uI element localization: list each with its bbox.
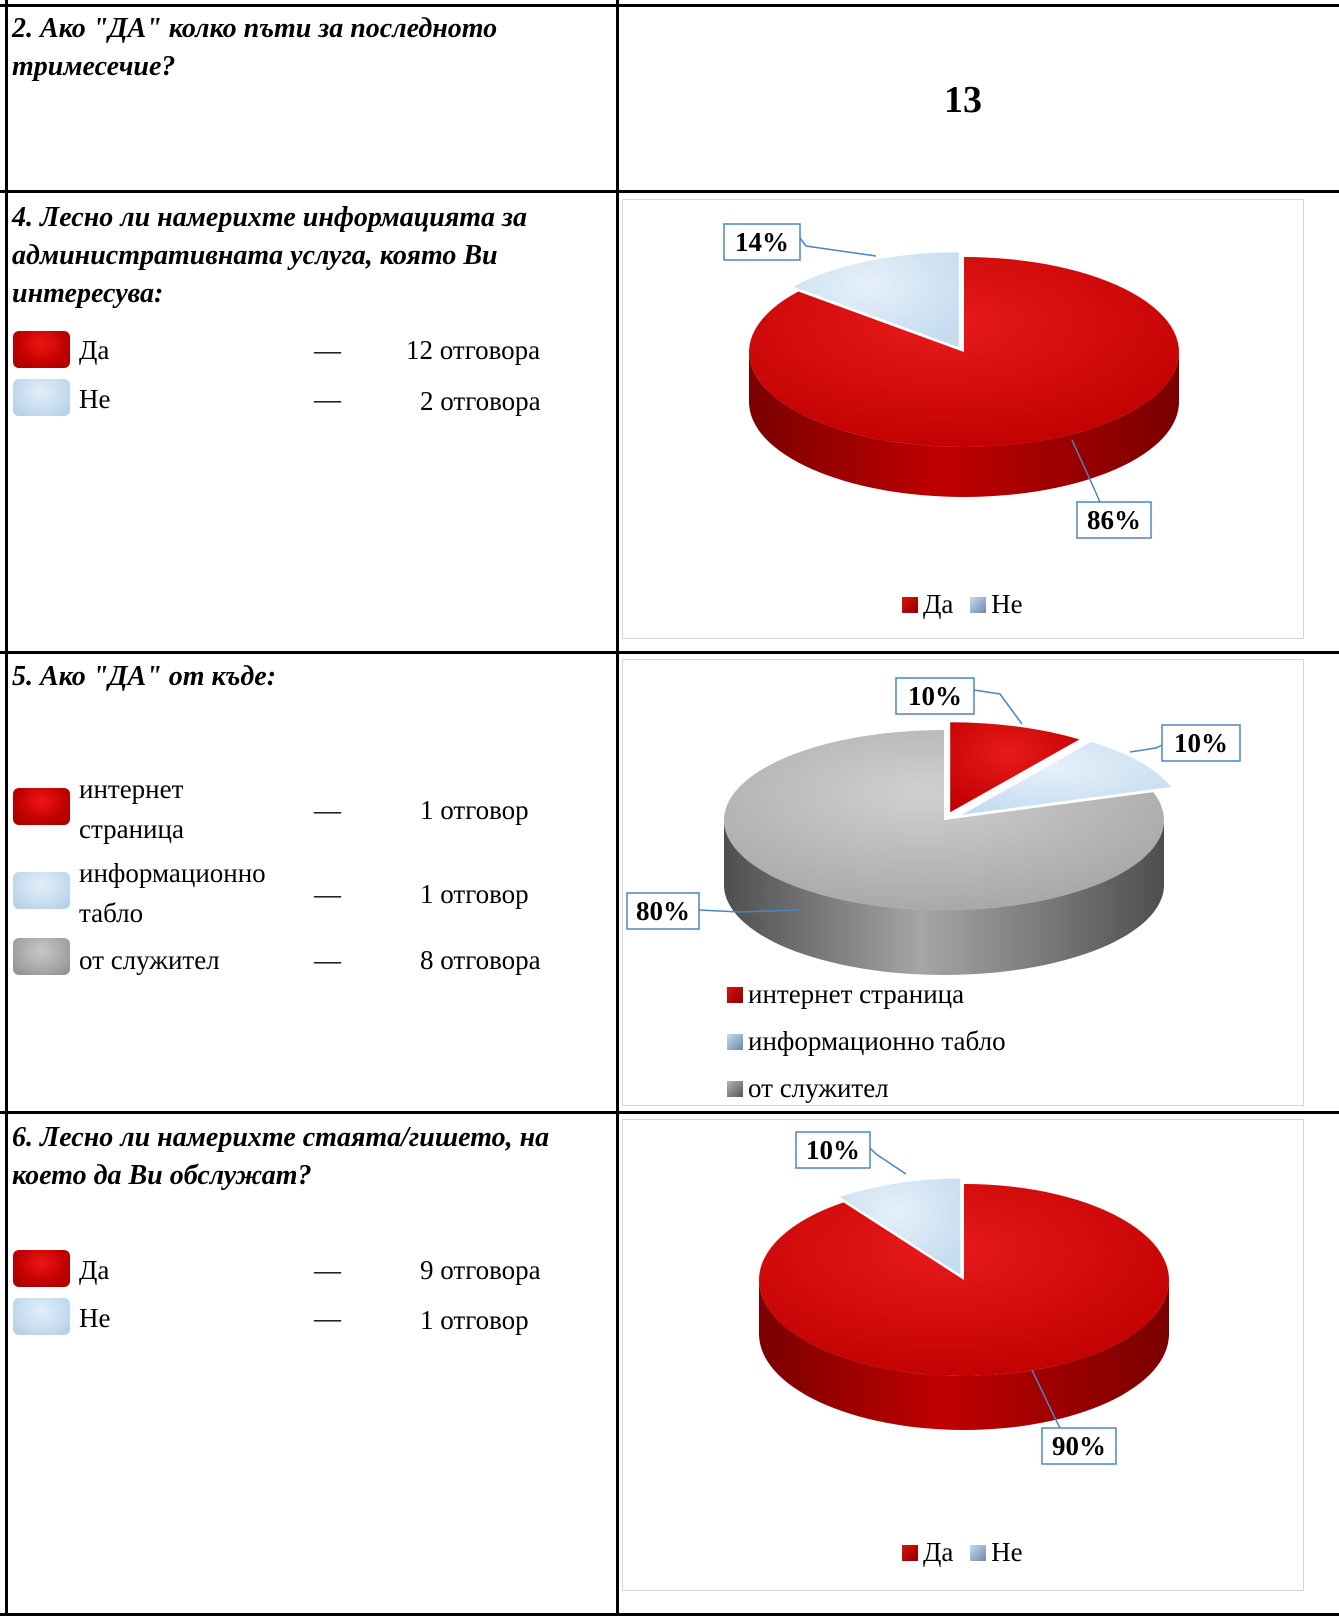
legend-marker-ne [970,596,987,613]
pie-slice-side [759,1280,1169,1430]
answer-dash: — [314,795,341,825]
answer-label-line2: табло [79,898,144,928]
legend-entry: информационно табло [748,1026,1006,1056]
chart-legend-q6: Да Не [902,1534,1023,1570]
data-label-leader [973,689,1023,725]
legend-entry: от служител [748,1073,889,1103]
table-border-top [0,4,1339,7]
pie-slice [793,252,959,348]
data-label: 10% [908,681,962,711]
legend-swatch-internet [13,788,70,825]
data-label-leader [1031,1369,1061,1429]
data-label: 10% [1174,728,1228,758]
legend-marker-sluzhitel [727,1080,743,1097]
answer-dash: — [314,945,341,975]
pie-slice [839,1178,961,1275]
legend-marker-tablo [727,1033,743,1050]
pie-slice [950,722,1080,813]
answer-label-line1: информационно [79,858,266,888]
data-label-box [1041,1427,1117,1465]
data-label: 80% [636,896,690,926]
data-label-leader [1129,744,1163,753]
chart-legend-q4: Да Не [902,586,1023,622]
legend-marker-da [902,596,918,613]
legend-swatch-tablo [13,872,70,909]
data-label-box [1161,724,1241,762]
answer-label: Не [79,1303,111,1333]
legend-swatch-da [13,331,70,368]
legend-entry: интернет страница [748,979,965,1009]
data-label: 14% [735,227,789,257]
answer-count: 1 отговор [420,879,529,909]
answer-label: Не [79,384,111,414]
pie-slice [758,1184,1169,1376]
legend-entry: Не [991,589,1023,619]
answer-dash: — [314,1255,341,1285]
question-5: 5. Ако "ДА" от къде: [12,661,277,692]
data-label-leader [869,1147,907,1175]
data-label-leader [1071,439,1101,503]
table-border-left [5,0,8,1616]
data-label-box [795,1131,871,1169]
question-6: 6. Лесно ли намерихте стаята/гишето, на … [12,1122,550,1191]
pie-slice [724,730,1164,910]
answer-label: Да [79,1255,110,1285]
answer-dash: — [314,335,341,365]
answer-dash: — [314,879,341,909]
data-label-box [626,892,700,930]
chart-legend-q5: интернет страница информационно табло от… [727,976,1006,1106]
answer-count: 8 отговора [420,945,541,975]
answer-count: 2 отговора [420,386,541,416]
answer-dash: — [314,384,341,414]
answer-label-line1: интернет [79,774,184,804]
data-label: 10% [806,1135,860,1165]
pie-slice-side [724,820,1164,975]
legend-entry: Да [923,589,954,619]
table-column-divider [616,0,619,1616]
answer-dash: — [314,1303,341,1333]
data-label-box [723,223,801,261]
answer-count: 12 отговора [406,335,541,365]
legend-marker-internet [727,986,743,1003]
data-label-box [1076,501,1152,539]
pie-slice-side [749,352,1179,497]
data-label: 86% [1087,505,1141,535]
table-row-divider [0,1111,1339,1114]
answer-value: 13 [944,79,982,121]
data-label: 90% [1052,1431,1106,1461]
pie-chart-1: 10% 10% 80% [626,677,1241,975]
question-4: 4. Лесно ли намерихте информацията за ад… [12,202,527,309]
legend-swatch-sluzhitel [13,938,70,975]
data-label-leader [799,237,877,257]
answer-count: 1 отговор [420,795,529,825]
table-row-divider [0,651,1339,654]
answer-label: Да [79,335,110,365]
pie-slice [748,257,1180,447]
legend-swatch-ne [13,379,70,416]
answer-count: 1 отговор [420,1305,529,1335]
answer-count: 9 отговора [420,1255,541,1285]
table-border-bottom [0,1613,1339,1616]
data-label-box [895,677,975,715]
answer-label: от служител [79,945,220,975]
legend-marker-da [902,1544,918,1561]
legend-entry: Да [923,1537,954,1567]
pie-slice [961,741,1172,815]
question-2: 2. Ако "ДА" колко пъти за последното три… [12,13,498,82]
pie-chart-2: 10% 90% [758,1131,1169,1465]
legend-marker-ne [970,1544,987,1561]
answer-label-line2: страница [79,814,184,844]
legend-entry: Не [991,1537,1023,1567]
legend-swatch-da [13,1250,70,1287]
legend-swatch-ne [13,1298,70,1335]
data-label-leader [698,909,801,913]
pie-chart-0: 14% 86% [723,223,1180,539]
table-row-divider [0,190,1339,193]
